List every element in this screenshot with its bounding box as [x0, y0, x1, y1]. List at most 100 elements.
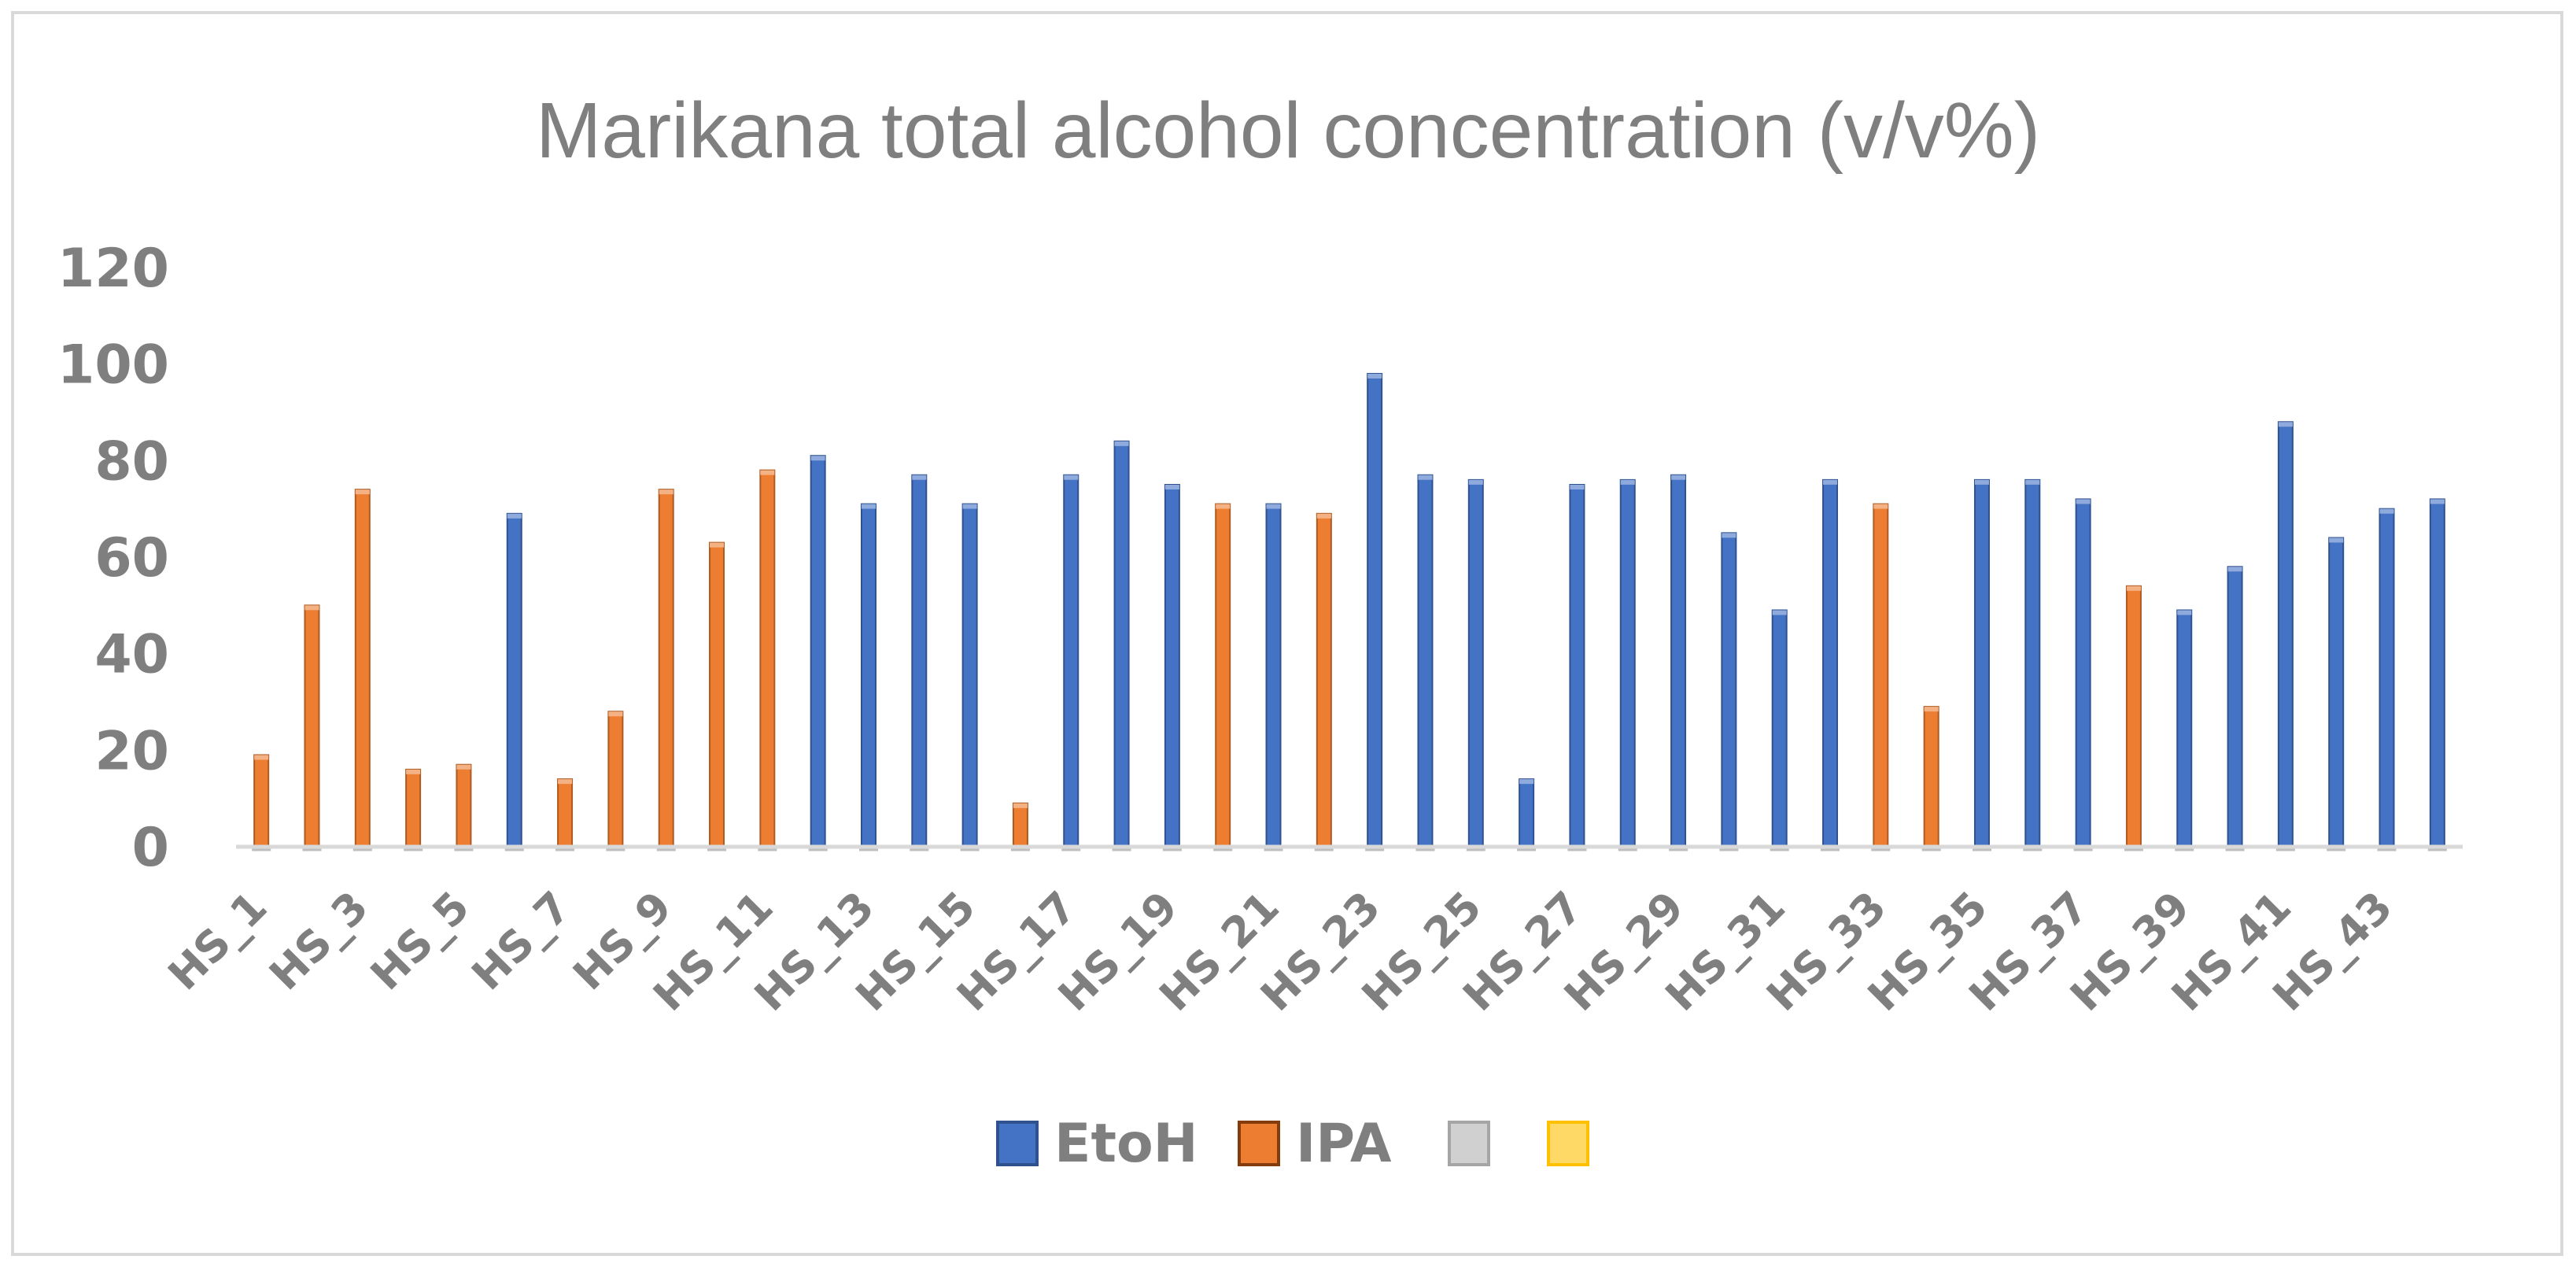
bar-cap: [1266, 504, 1281, 509]
x-tick-label: HS_3: [260, 882, 378, 1000]
bar: [1164, 484, 1180, 848]
y-tick-label: 100: [57, 334, 169, 397]
bar: [1265, 503, 1282, 848]
bar-etoh-HS_18: [1113, 440, 1130, 848]
bar-etoh-HS_14: [911, 474, 928, 848]
bar-cap: [2278, 422, 2293, 427]
bar-cap: [810, 456, 825, 461]
bar-cap: [962, 504, 977, 509]
bar-etoh-HS_6: [506, 512, 522, 848]
bar-cap: [2177, 610, 2192, 615]
x-tick-label: HS_5: [361, 882, 479, 1000]
x-axis: [236, 844, 2463, 851]
legend-item: EtoH: [996, 1113, 1198, 1175]
bar: [860, 503, 877, 848]
bar-cap: [1772, 610, 1787, 615]
legend-label: EtoH: [1054, 1113, 1198, 1175]
bar-etoh-HS_36: [2024, 478, 2041, 848]
legend-item: [1547, 1121, 1589, 1166]
bar-ipa-HS_11: [759, 469, 776, 848]
bar-etoh-HS_30: [1721, 532, 1737, 848]
bar-cap: [456, 764, 471, 770]
bar: [2024, 478, 2041, 848]
bar-cap: [2126, 585, 2141, 591]
bar: [911, 474, 928, 848]
bar-etoh-HS_35: [1973, 478, 1990, 848]
bar-ipa-HS_22: [1316, 512, 1332, 848]
bar-ipa-HS_38: [2125, 585, 2142, 848]
bar-cap: [2076, 499, 2091, 504]
bar: [2125, 585, 2142, 848]
bar-etoh-HS_39: [2176, 609, 2193, 848]
bar: [456, 763, 472, 848]
bar-cap: [1873, 504, 1888, 509]
y-tick-label: 80: [94, 430, 169, 493]
bar: [658, 489, 674, 848]
bar-etoh-HS_37: [2075, 498, 2091, 848]
bar-cap: [254, 755, 269, 760]
bar: [304, 604, 320, 848]
bar: [1923, 706, 1939, 848]
bar-cap: [1620, 479, 1635, 485]
bar-cap: [406, 769, 421, 774]
y-axis: 0 20 40 60 80 100 120: [57, 238, 169, 879]
chart-title: Marikana total alcohol concentration (v/…: [536, 87, 2040, 175]
bar-etoh-HS_31: [1771, 609, 1788, 848]
bar-cap: [608, 711, 623, 717]
bar-cap: [710, 542, 725, 548]
bar: [405, 768, 422, 848]
bar: [2176, 609, 2193, 848]
bar-ipa-HS_10: [709, 541, 725, 848]
bar-cap: [1013, 803, 1028, 808]
bar-ipa-HS_33: [1873, 503, 1889, 848]
bar: [506, 512, 522, 848]
bar-cap: [1823, 479, 1838, 485]
bar: [1822, 478, 1839, 848]
bar-ipa-HS_16: [1012, 802, 1028, 848]
bar: [1012, 802, 1028, 848]
bar: [1215, 503, 1231, 848]
bar-cap: [2025, 479, 2040, 485]
bar-etoh-HS_23: [1367, 372, 1383, 848]
bar: [2277, 421, 2294, 848]
y-tick-label: 120: [57, 238, 169, 300]
bar-cap: [912, 475, 927, 480]
legend: EtoH IPA: [996, 1113, 1589, 1175]
bar: [2328, 537, 2345, 848]
bar-etoh-HS_28: [1619, 478, 1636, 848]
bar-etoh-HS_24: [1417, 474, 1434, 848]
legend-swatch: [1448, 1121, 1490, 1166]
bar-cap: [1570, 485, 1585, 489]
bar: [557, 778, 574, 848]
bar-etoh-HS_43: [2379, 508, 2395, 848]
bar: [354, 489, 371, 848]
legend-swatch: [1238, 1121, 1280, 1166]
bar-ipa-HS_5: [456, 763, 472, 848]
bar-etoh-HS_27: [1569, 484, 1585, 848]
bar: [1569, 484, 1585, 848]
bar: [1367, 372, 1383, 848]
bar-cap: [659, 489, 674, 495]
bar-cap: [1216, 504, 1231, 509]
bar-cap: [2227, 567, 2242, 572]
bar: [1973, 478, 1990, 848]
bar: [2227, 566, 2243, 848]
bar: [2379, 508, 2395, 848]
bar-cap: [507, 513, 522, 519]
bar: [961, 503, 978, 848]
bar-cap: [558, 779, 573, 785]
bar-etoh-HS_44: [2429, 498, 2445, 848]
bar-ipa-HS_7: [557, 778, 574, 848]
bar-ipa-HS_8: [607, 711, 624, 848]
bar-cap: [2430, 499, 2445, 504]
bar-cap: [1722, 533, 1736, 538]
bar-cap: [2379, 508, 2394, 514]
bar-etoh-HS_13: [860, 503, 877, 848]
bar-cap: [1367, 373, 1382, 379]
bar-etoh-HS_21: [1265, 503, 1282, 848]
x-tick-label: HS_1: [159, 882, 277, 1000]
bar: [759, 469, 776, 848]
bar-ipa-HS_20: [1215, 503, 1231, 848]
bar: [810, 455, 826, 848]
